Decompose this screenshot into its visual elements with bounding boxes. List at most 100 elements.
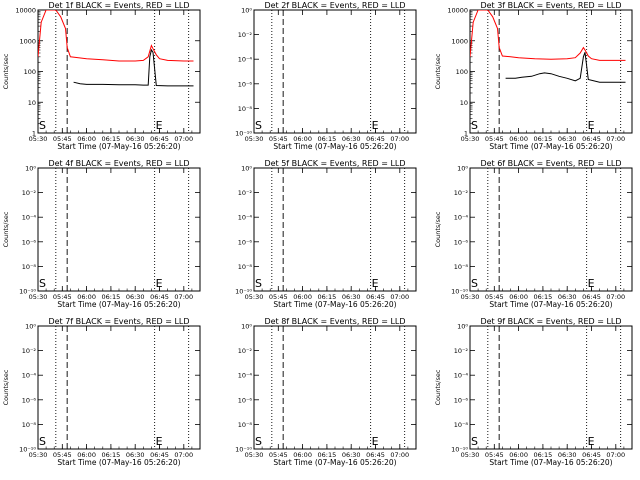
x-tick-label: 06:45 [366, 293, 385, 301]
x-tick-label: 05:45 [53, 451, 72, 459]
y-tick-label: 10⁻⁴ [454, 372, 469, 380]
marker-start-label: S [255, 119, 262, 132]
x-tick-label: 06:15 [318, 293, 337, 301]
x-tick-label: 06:00 [293, 293, 312, 301]
x-tick-label: 06:15 [534, 293, 553, 301]
y-axis-label: Counts/sec [434, 369, 442, 405]
x-tick-label: 06:15 [102, 135, 121, 143]
x-tick-label: 06:15 [534, 451, 553, 459]
y-tick-label: 10000 [15, 7, 36, 15]
x-tick-label: 07:00 [390, 293, 409, 301]
x-tick-label: 06:45 [582, 293, 601, 301]
y-tick-label: 10⁻¹⁰ [235, 446, 252, 454]
y-tick-label: 10⁻⁸ [238, 105, 253, 113]
y-tick-label: 10⁰ [241, 165, 252, 173]
y-tick-label: 10⁻¹⁰ [451, 446, 468, 454]
y-axis-label: Counts/sec [434, 211, 442, 247]
x-axis-label: Start Time (07-May-16 05:26:20) [57, 458, 180, 467]
y-tick-label: 10⁻⁴ [454, 214, 469, 222]
x-axis-label: Start Time (07-May-16 05:26:20) [273, 300, 396, 309]
x-tick-label: 06:45 [150, 451, 169, 459]
y-tick-label: 10⁻⁸ [238, 421, 253, 429]
x-tick-label: 05:45 [485, 293, 504, 301]
x-tick-label: 07:00 [606, 451, 625, 459]
panel-title: Det 6f BLACK = Events, RED = LLD [480, 159, 621, 168]
y-tick-label: 10⁻⁶ [22, 238, 37, 246]
x-tick-label: 05:30 [245, 135, 264, 143]
x-tick-label: 06:45 [582, 451, 601, 459]
panel-det-1f: Det 1f BLACK = Events, RED = LLD 05:30 05:… [2, 1, 201, 151]
y-tick-label: 10⁻⁶ [454, 238, 469, 246]
x-tick-label: 05:30 [461, 135, 480, 143]
y-tick-label: 10⁻¹⁰ [235, 130, 252, 138]
x-tick-label: 05:30 [461, 451, 480, 459]
x-axis-label: Start Time (07-May-16 05:26:20) [57, 142, 180, 151]
x-axis-label: Start Time (07-May-16 05:26:20) [489, 142, 612, 151]
marker-end-label: E [372, 277, 379, 290]
x-tick-label: 06:00 [77, 135, 96, 143]
y-tick-label: 10⁻⁶ [454, 396, 469, 404]
y-tick-label: 10⁰ [241, 323, 252, 331]
x-tick-label: 06:00 [77, 293, 96, 301]
x-tick-label: 06:00 [509, 293, 528, 301]
panel-title: Det 2f BLACK = Events, RED = LLD [264, 1, 405, 10]
marker-end-label: E [156, 119, 163, 132]
x-tick-label: 06:30 [342, 451, 361, 459]
x-tick-label: 06:30 [558, 135, 577, 143]
marker-start-label: S [471, 435, 478, 448]
x-tick-label: 05:30 [29, 451, 48, 459]
marker-start-label: S [39, 435, 46, 448]
marker-start-label: S [255, 277, 262, 290]
x-tick-label: 07:00 [174, 135, 193, 143]
y-tick-label: 10 [28, 99, 36, 107]
x-tick-label: 06:30 [558, 451, 577, 459]
marker-end-label: E [588, 277, 595, 290]
panel-det-6f: Det 6f BLACK = Events, RED = LLD 05:30 05:… [434, 159, 633, 309]
y-tick-label: 10⁻⁶ [238, 80, 253, 88]
panel-title: Det 5f BLACK = Events, RED = LLD [264, 159, 405, 168]
x-tick-label: 06:00 [509, 451, 528, 459]
x-tick-label: 05:30 [29, 135, 48, 143]
plot-frame [37, 325, 201, 450]
marker-start-label: S [471, 119, 478, 132]
y-tick-label: 10⁻⁴ [22, 214, 37, 222]
x-tick-label: 05:30 [245, 293, 264, 301]
marker-start-label: S [39, 119, 46, 132]
y-tick-label: 1000 [19, 37, 36, 45]
marker-start-label: S [255, 435, 262, 448]
y-axis-label: Counts/sec [2, 53, 10, 89]
x-axis-label: Start Time (07-May-16 05:26:20) [57, 300, 180, 309]
marker-end-label: E [588, 435, 595, 448]
y-tick-label: 10⁰ [241, 7, 252, 15]
panel-det-2f: Det 2f BLACK = Events, RED = LLD 05:30 05:… [235, 1, 417, 151]
marker-start-label: S [39, 277, 46, 290]
x-tick-label: 06:30 [342, 293, 361, 301]
x-tick-label: 07:00 [606, 135, 625, 143]
panel-title: Det 4f BLACK = Events, RED = LLD [48, 159, 189, 168]
panel-title: Det 1f BLACK = Events, RED = LLD [48, 1, 189, 10]
x-tick-label: 07:00 [174, 451, 193, 459]
x-axis-label: Start Time (07-May-16 05:26:20) [489, 300, 612, 309]
x-tick-label: 05:45 [269, 451, 288, 459]
x-tick-label: 06:45 [366, 451, 385, 459]
y-tick-label: 10⁻⁸ [22, 263, 37, 271]
plot-frame [37, 167, 201, 292]
y-tick-label: 1000 [451, 37, 468, 45]
x-tick-label: 05:45 [53, 293, 72, 301]
panel-title: Det 7f BLACK = Events, RED = LLD [48, 317, 189, 326]
x-tick-label: 05:45 [269, 135, 288, 143]
panel-det-9f: Det 9f BLACK = Events, RED = LLD 05:30 05:… [434, 317, 633, 467]
y-tick-label: 10⁻⁶ [22, 396, 37, 404]
x-tick-label: 06:45 [366, 135, 385, 143]
panel-det-7f: Det 7f BLACK = Events, RED = LLD 05:30 05:… [2, 317, 201, 467]
y-tick-label: 10⁻² [454, 189, 469, 197]
x-tick-label: 05:30 [29, 293, 48, 301]
x-tick-label: 06:30 [558, 293, 577, 301]
y-tick-label: 10⁻⁸ [22, 421, 37, 429]
y-tick-label: 10⁻⁴ [22, 372, 37, 380]
y-tick-label: 10⁰ [457, 323, 468, 331]
y-tick-label: 10⁰ [25, 323, 36, 331]
x-tick-label: 06:30 [126, 135, 145, 143]
x-tick-label: 06:45 [150, 293, 169, 301]
panel-det-8f: Det 8f BLACK = Events, RED = LLD 05:30 05:… [235, 317, 417, 467]
